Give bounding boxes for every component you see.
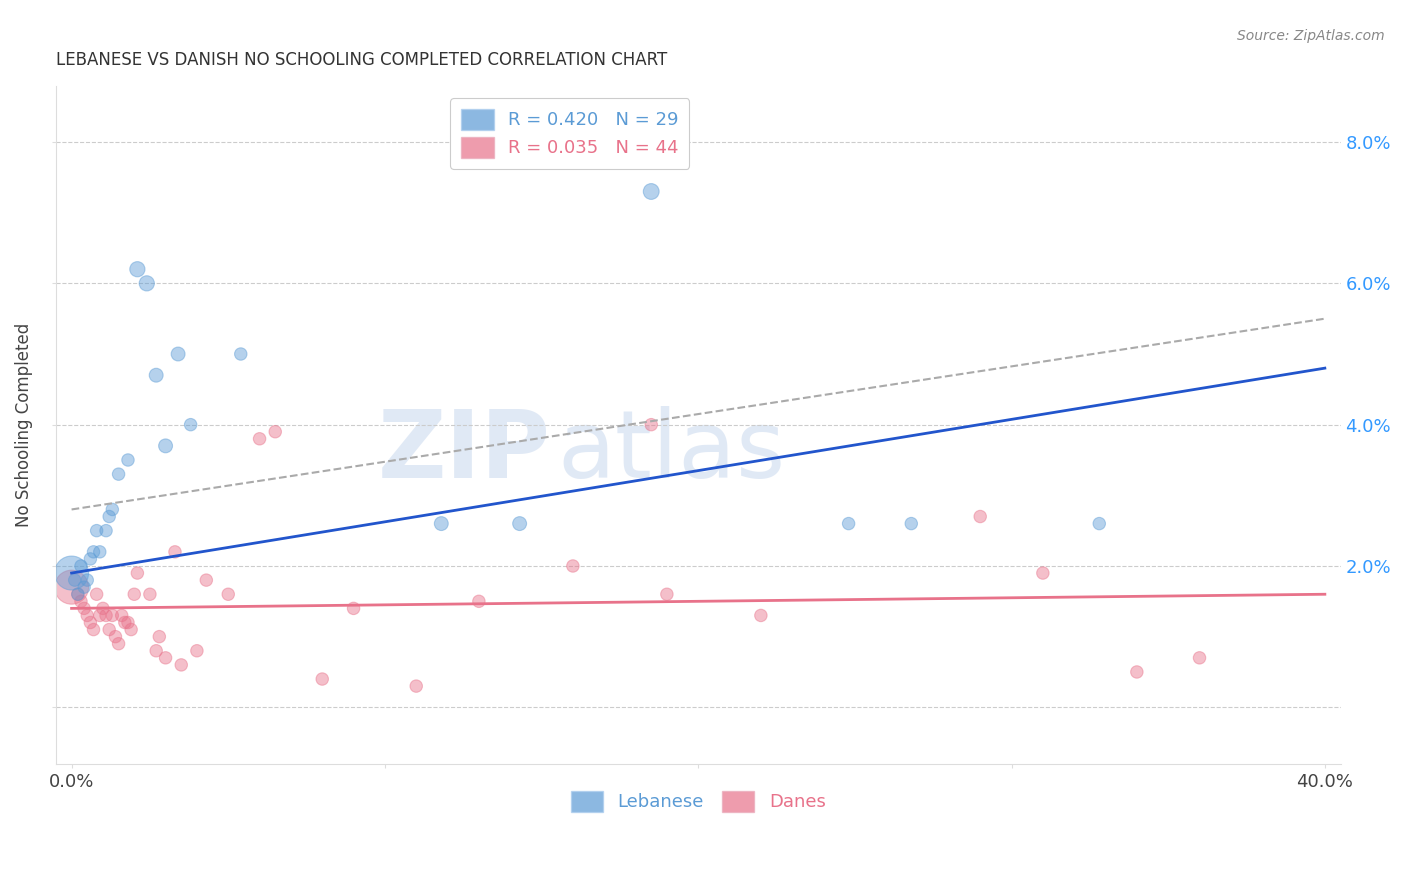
Point <box>89 608 111 623</box>
Point <box>101 502 124 516</box>
Point <box>94 524 117 538</box>
Point <box>60 580 83 594</box>
Point <box>264 425 287 439</box>
Point <box>107 467 129 482</box>
Point <box>249 432 271 446</box>
Point <box>122 587 145 601</box>
Point <box>749 608 772 623</box>
Point <box>155 650 177 665</box>
Point <box>120 623 142 637</box>
Point <box>86 587 108 601</box>
Point <box>145 644 167 658</box>
Text: atlas: atlas <box>557 406 785 498</box>
Point <box>63 573 86 587</box>
Point <box>114 615 136 630</box>
Point <box>83 545 105 559</box>
Point <box>70 559 93 574</box>
Point <box>127 262 149 277</box>
Point <box>167 347 190 361</box>
Point <box>98 623 121 637</box>
Text: LEBANESE VS DANISH NO SCHOOLING COMPLETED CORRELATION CHART: LEBANESE VS DANISH NO SCHOOLING COMPLETE… <box>56 51 668 69</box>
Point <box>60 566 83 580</box>
Point <box>170 657 193 672</box>
Point <box>1188 650 1211 665</box>
Point <box>145 368 167 383</box>
Point <box>98 509 121 524</box>
Text: Source: ZipAtlas.com: Source: ZipAtlas.com <box>1237 29 1385 43</box>
Point <box>640 417 662 432</box>
Point <box>127 566 149 580</box>
Point <box>107 637 129 651</box>
Point <box>430 516 453 531</box>
Point <box>66 587 89 601</box>
Point <box>1126 665 1149 679</box>
Point <box>94 608 117 623</box>
Point <box>195 573 218 587</box>
Point <box>104 630 127 644</box>
Point <box>73 601 96 615</box>
Point <box>186 644 208 658</box>
Point <box>83 623 105 637</box>
Point <box>468 594 491 608</box>
Point <box>640 185 662 199</box>
Point <box>405 679 427 693</box>
Point <box>1088 516 1111 531</box>
Point <box>66 587 89 601</box>
Point <box>838 516 860 531</box>
Point <box>217 587 239 601</box>
Point <box>342 601 364 615</box>
Point <box>655 587 678 601</box>
Point <box>139 587 162 601</box>
Point <box>155 439 177 453</box>
Point <box>135 277 157 291</box>
Text: ZIP: ZIP <box>378 406 551 498</box>
Legend: Lebanese, Danes: Lebanese, Danes <box>560 780 837 822</box>
Point <box>1032 566 1054 580</box>
Point <box>91 601 114 615</box>
Point <box>117 615 139 630</box>
Point <box>79 552 101 566</box>
Point <box>76 573 98 587</box>
Point <box>76 608 98 623</box>
Point <box>561 559 583 574</box>
Point <box>180 417 202 432</box>
Y-axis label: No Schooling Completed: No Schooling Completed <box>15 323 32 527</box>
Point <box>900 516 922 531</box>
Point <box>101 608 124 623</box>
Point <box>163 545 186 559</box>
Point <box>111 608 134 623</box>
Point <box>311 672 333 686</box>
Point <box>70 594 93 608</box>
Point <box>73 580 96 594</box>
Point <box>117 453 139 467</box>
Point <box>86 524 108 538</box>
Point <box>148 630 170 644</box>
Point <box>79 615 101 630</box>
Point <box>969 509 991 524</box>
Point <box>89 545 111 559</box>
Point <box>229 347 252 361</box>
Point <box>509 516 531 531</box>
